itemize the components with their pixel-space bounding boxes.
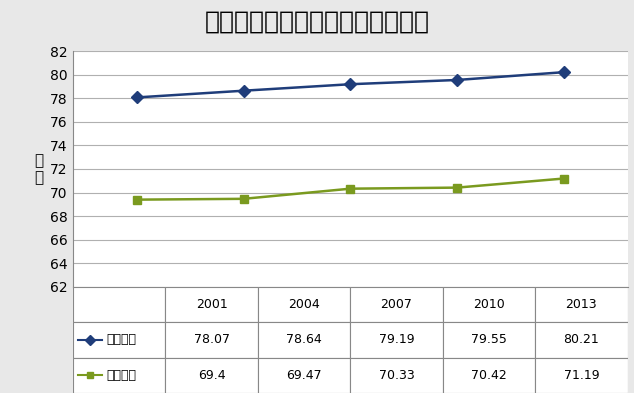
Bar <box>535 322 628 358</box>
Bar <box>258 322 350 358</box>
Text: 78.07: 78.07 <box>193 333 230 347</box>
Bar <box>443 287 535 322</box>
Text: 平均寿命: 平均寿命 <box>106 333 136 347</box>
Text: 70.42: 70.42 <box>471 369 507 382</box>
Bar <box>350 358 443 393</box>
Text: 69.4: 69.4 <box>198 369 226 382</box>
Bar <box>73 322 165 358</box>
Bar <box>535 358 628 393</box>
Text: 70.33: 70.33 <box>378 369 415 382</box>
Text: 69.47: 69.47 <box>286 369 322 382</box>
Bar <box>73 358 165 393</box>
Bar <box>258 287 350 322</box>
Bar <box>350 287 443 322</box>
Text: 79.55: 79.55 <box>471 333 507 347</box>
Bar <box>165 322 258 358</box>
Bar <box>258 358 350 393</box>
Text: 2010: 2010 <box>473 298 505 311</box>
Bar <box>443 358 535 393</box>
Text: 71.19: 71.19 <box>564 369 599 382</box>
Text: 79.19: 79.19 <box>378 333 415 347</box>
Text: 2004: 2004 <box>288 298 320 311</box>
Text: 78.64: 78.64 <box>286 333 322 347</box>
Text: 2001: 2001 <box>196 298 228 311</box>
Text: 男性の平均寿命と健康寿命の推移: 男性の平均寿命と健康寿命の推移 <box>205 10 429 34</box>
Bar <box>73 287 165 322</box>
Text: 2007: 2007 <box>380 298 413 311</box>
Text: 80.21: 80.21 <box>564 333 599 347</box>
Y-axis label: 年
齢: 年 齢 <box>34 153 43 185</box>
Bar <box>535 287 628 322</box>
Bar <box>443 322 535 358</box>
Bar <box>350 322 443 358</box>
Text: 2013: 2013 <box>566 298 597 311</box>
Text: 健康寿命: 健康寿命 <box>106 369 136 382</box>
Bar <box>165 287 258 322</box>
Bar <box>165 358 258 393</box>
